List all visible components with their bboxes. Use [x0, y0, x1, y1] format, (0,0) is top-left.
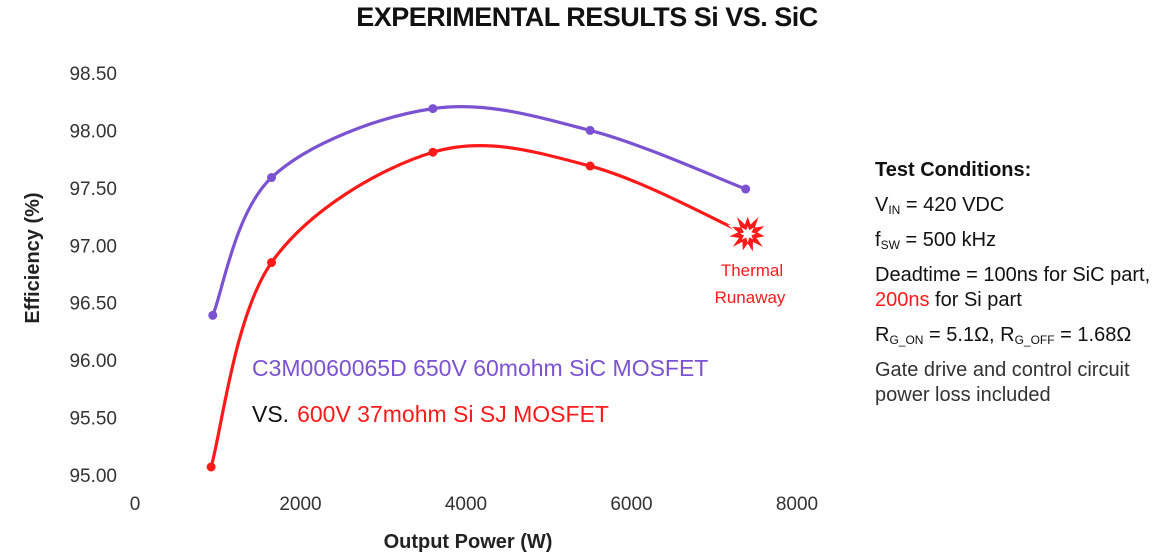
power-loss-note: Gate drive and control circuit power los… [875, 359, 1130, 406]
x-tick-label: 4000 [445, 494, 487, 515]
vin-condition: VIN = 420 VDC [875, 193, 1170, 218]
vin-symbol: V [875, 194, 889, 216]
x-tick-label: 2000 [279, 494, 321, 515]
series-points [206, 104, 751, 472]
title-suffix: Si VS. SiC [693, 2, 819, 32]
rg-off-value: = 1.68Ω [1054, 324, 1132, 346]
y-tick-label: 98.00 [69, 121, 117, 142]
vin-subscript: IN [888, 203, 901, 217]
legend-si-label: 600V 37mohm Si SJ MOSFET [297, 401, 609, 427]
si-data-point [267, 258, 277, 268]
rg-on-symbol: R [875, 324, 890, 346]
y-tick-label: 95.00 [69, 466, 117, 487]
test-conditions-panel: Test Conditions: VIN = 420 VDC fSW = 500… [875, 158, 1170, 408]
si-efficiency-line [209, 143, 748, 469]
burst-core [740, 226, 756, 243]
legend-sic-label: C3M0060065D 650V 60mohm SiC MOSFET [252, 355, 708, 381]
si-data-point [585, 161, 595, 171]
legend-vs-text: VS. [252, 401, 289, 427]
vin-value: = 420 VDC [900, 194, 1005, 216]
title-prefix: EXPERIMENTAL RESULTS [356, 2, 694, 32]
y-tick-label: 97.50 [69, 179, 117, 200]
x-tick-label: 0 [130, 494, 141, 515]
y-tick-labels: 95.00 95.50 96.00 96.50 97.00 97.50 98.00 98.50 [69, 64, 117, 487]
x-axis-title: Output Power (W) [384, 531, 553, 553]
x-tick-label: 6000 [610, 494, 652, 515]
y-tick-label: 96.50 [69, 294, 117, 315]
explosion-icon [723, 212, 770, 257]
thermal-runaway-line1: Thermal [721, 261, 783, 280]
fsw-symbol: f [875, 229, 881, 251]
deadtime-text-c: for Si part [929, 289, 1022, 311]
x-tick-labels: 0 2000 4000 6000 8000 [130, 494, 818, 515]
y-tick-label: 96.00 [69, 351, 117, 372]
y-axis-title: Efficiency (%) [22, 192, 44, 323]
si-data-point [206, 462, 216, 472]
sic-data-point [585, 125, 595, 135]
thermal-runaway-line2: Runaway [715, 288, 786, 307]
y-tick-label: 97.00 [69, 236, 117, 257]
deadtime-condition: Deadtime = 100ns for SiC part, 200ns for… [875, 263, 1170, 313]
fsw-value: = 500 kHz [899, 229, 997, 251]
test-conditions-heading: Test Conditions: [875, 159, 1032, 181]
sic-efficiency-line [211, 104, 748, 317]
deadtime-text-a: Deadtime = 100ns for SiC part, [875, 264, 1151, 286]
fsw-condition: fSW = 500 kHz [875, 228, 1170, 253]
y-tick-label: 95.50 [69, 409, 117, 430]
x-tick-label: 8000 [776, 494, 818, 515]
rg-off-symbol: R [1000, 324, 1015, 346]
rg-off-subscript: G_OFF [1014, 333, 1055, 347]
rg-on-value: = 5.1Ω, [923, 324, 1001, 346]
slide-title: EXPERIMENTAL RESULTS Si VS. SiC [0, 2, 1174, 33]
y-tick-label: 98.50 [69, 64, 117, 85]
sic-data-point [208, 310, 218, 320]
fsw-subscript: SW [880, 238, 900, 252]
sic-data-point [428, 104, 438, 114]
sic-data-point [741, 184, 751, 194]
legend-si-row: VS. 600V 37mohm Si SJ MOSFET [252, 401, 609, 427]
rg-condition: RG_ON = 5.1Ω, RG_OFF = 1.68Ω [875, 323, 1170, 348]
rg-on-subscript: G_ON [889, 333, 924, 347]
sic-data-point [267, 173, 277, 183]
efficiency-chart: 95.00 95.50 96.00 96.50 97.00 97.50 98.00 98.50… [22, 64, 818, 553]
deadtime-si-value: 200ns [875, 289, 930, 311]
si-data-point [428, 147, 438, 157]
